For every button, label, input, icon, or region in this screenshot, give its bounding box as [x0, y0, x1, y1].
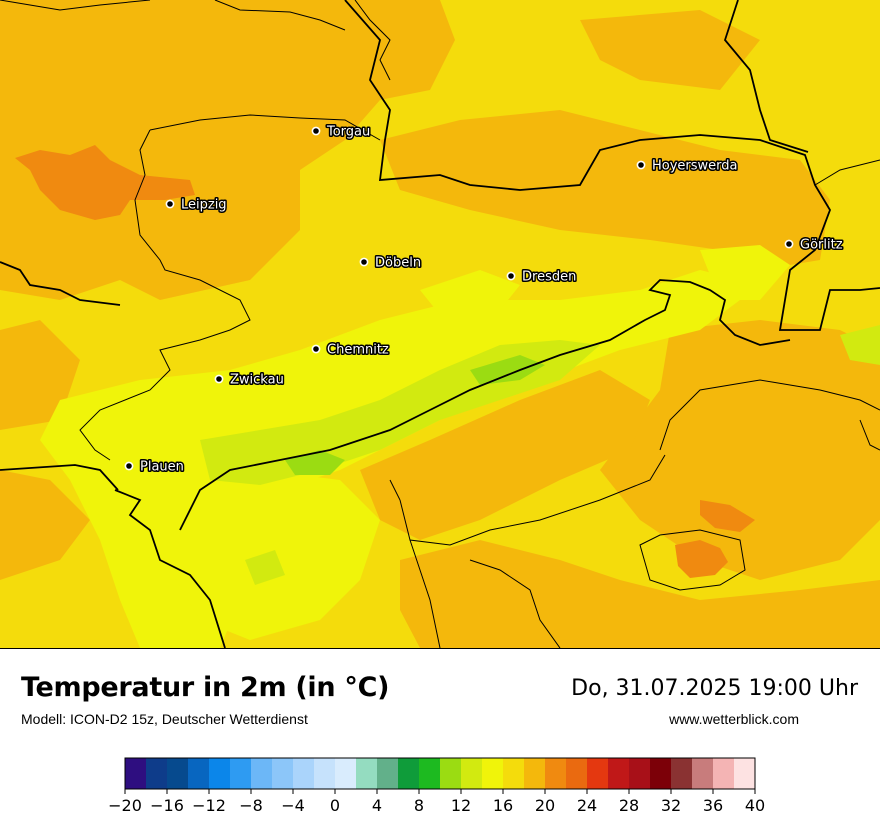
- state-borders: [0, 0, 880, 648]
- legend-tick-label: −16: [150, 796, 184, 815]
- legend-swatch: [125, 758, 147, 789]
- legend-tick-label: 8: [414, 796, 424, 815]
- city-label-zwickau: Zwickau: [230, 373, 284, 388]
- legend-tick-label: 12: [451, 796, 471, 815]
- legend-tick-label: 36: [703, 796, 723, 815]
- legend-swatch: [671, 758, 693, 789]
- legend-swatch: [251, 758, 273, 789]
- legend-swatch: [293, 758, 315, 789]
- zone-22-24: [15, 145, 755, 578]
- legend-tick-label: −8: [239, 796, 263, 815]
- city-label-döbeln: Döbeln: [375, 256, 421, 271]
- city-label-torgau: Torgau: [326, 125, 370, 140]
- legend-swatch: [440, 758, 462, 789]
- zone-20-22: [0, 0, 880, 648]
- city-label-hoyerswerda: Hoyerswerda: [652, 159, 738, 174]
- legend-tick-label: 32: [661, 796, 681, 815]
- city-label-görlitz: Görlitz: [800, 238, 843, 253]
- legend-swatch: [419, 758, 441, 789]
- legend-tick-label: 28: [619, 796, 639, 815]
- legend-swatch: [272, 758, 294, 789]
- legend-tick-label: 24: [577, 796, 597, 815]
- city-dot-hoyerswerda: [636, 160, 646, 170]
- legend-swatch: [461, 758, 483, 789]
- legend-swatch: [713, 758, 735, 789]
- legend-swatch: [482, 758, 504, 789]
- legend-swatch: [314, 758, 336, 789]
- city-label-leipzig: Leipzig: [181, 198, 227, 213]
- color-scale-legend: −20 −16 −12 −8 −4 0 4 8 12 16 20 24 28 32 36 40: [100, 750, 780, 830]
- city-dot-döbeln: [359, 257, 369, 267]
- legend-tick-label: −4: [281, 796, 305, 815]
- city-markers: Torgau Hoyerswerda Leipzig Görlitz Döbeln Dre…: [124, 123, 844, 476]
- legend-swatch: [692, 758, 714, 789]
- legend-swatch: [209, 758, 231, 789]
- legend-swatch: [587, 758, 609, 789]
- map-title: Temperatur in 2m (in °C): [21, 672, 390, 703]
- legend-tick-label: 40: [745, 796, 765, 815]
- website-url: www.wetterblick.com: [669, 711, 799, 727]
- legend-swatch: [356, 758, 378, 789]
- legend-swatch: [650, 758, 672, 789]
- legend-tick-label: 16: [493, 796, 513, 815]
- city-dot-leipzig: [165, 199, 175, 209]
- forecast-datetime: Do, 31.07.2025 19:00 Uhr: [571, 676, 858, 701]
- legend-swatch: [230, 758, 252, 789]
- city-label-chemnitz: Chemnitz: [327, 343, 389, 358]
- model-source: Modell: ICON-D2 15z, Deutscher Wetterdie…: [21, 711, 308, 727]
- legend-swatch: [734, 758, 756, 789]
- legend-tick-label: 4: [372, 796, 382, 815]
- city-dot-görlitz: [784, 239, 794, 249]
- temperature-map: Torgau Hoyerswerda Leipzig Görlitz Döbeln Dre…: [0, 0, 880, 649]
- city-dot-dresden: [506, 271, 516, 281]
- legend-swatch: [545, 758, 567, 789]
- city-dot-plauen: [124, 461, 134, 471]
- legend-swatch: [398, 758, 420, 789]
- legend-swatch: [629, 758, 651, 789]
- legend-swatch: [566, 758, 588, 789]
- city-dot-chemnitz: [311, 344, 321, 354]
- legend-tick-label: 0: [330, 796, 340, 815]
- legend-swatch: [188, 758, 210, 789]
- legend-tick-label: −12: [192, 796, 226, 815]
- legend-tick-label: −20: [108, 796, 142, 815]
- legend-swatch: [503, 758, 525, 789]
- city-dot-torgau: [311, 126, 321, 136]
- legend-swatch: [167, 758, 189, 789]
- legend-swatch: [608, 758, 630, 789]
- city-label-plauen: Plauen: [140, 460, 184, 475]
- legend-swatch: [524, 758, 546, 789]
- legend-swatch: [377, 758, 399, 789]
- legend-swatch: [146, 758, 168, 789]
- legend-swatch: [335, 758, 357, 789]
- city-label-dresden: Dresden: [522, 270, 576, 285]
- district-borders: [0, 0, 880, 648]
- city-dot-zwickau: [214, 374, 224, 384]
- legend-frame: [124, 757, 756, 790]
- legend-tick-label: 20: [535, 796, 555, 815]
